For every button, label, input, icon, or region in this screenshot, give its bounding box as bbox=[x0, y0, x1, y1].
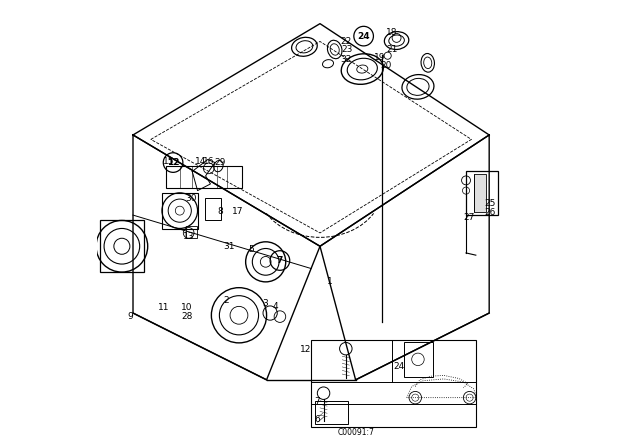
Text: 29: 29 bbox=[214, 158, 225, 167]
Text: 11: 11 bbox=[157, 303, 169, 312]
Text: 6: 6 bbox=[315, 414, 321, 423]
Text: 18: 18 bbox=[386, 28, 397, 37]
Text: 14: 14 bbox=[195, 157, 207, 166]
Text: 15: 15 bbox=[163, 157, 175, 166]
Text: 16: 16 bbox=[204, 157, 215, 166]
Text: C00091:7: C00091:7 bbox=[337, 428, 374, 437]
Text: 20: 20 bbox=[380, 60, 392, 69]
Text: 26: 26 bbox=[484, 208, 496, 217]
Text: 7: 7 bbox=[315, 396, 321, 406]
Text: 30: 30 bbox=[186, 194, 197, 202]
Text: 32: 32 bbox=[340, 55, 352, 64]
Text: 21: 21 bbox=[386, 45, 397, 54]
Text: 28: 28 bbox=[181, 312, 193, 321]
Text: 24: 24 bbox=[394, 362, 404, 371]
Text: 23: 23 bbox=[341, 45, 353, 54]
Text: 22: 22 bbox=[340, 37, 352, 46]
Text: 25: 25 bbox=[484, 199, 496, 208]
Text: 7: 7 bbox=[276, 256, 283, 265]
Text: 10: 10 bbox=[181, 303, 193, 312]
Text: 12: 12 bbox=[167, 158, 179, 167]
Text: 13: 13 bbox=[183, 232, 195, 241]
FancyBboxPatch shape bbox=[474, 174, 486, 212]
Text: 31: 31 bbox=[223, 242, 234, 251]
Text: 24: 24 bbox=[357, 32, 370, 41]
Text: 19: 19 bbox=[374, 52, 386, 61]
Text: 5: 5 bbox=[248, 246, 253, 254]
Text: 17: 17 bbox=[232, 207, 243, 216]
Text: 12: 12 bbox=[300, 345, 311, 354]
Text: 2: 2 bbox=[223, 296, 228, 305]
Text: 27: 27 bbox=[463, 213, 475, 222]
Text: 8: 8 bbox=[218, 207, 223, 216]
Text: 1: 1 bbox=[326, 277, 332, 286]
Text: 9: 9 bbox=[127, 312, 133, 321]
Text: 4: 4 bbox=[273, 302, 278, 311]
Text: 3: 3 bbox=[262, 299, 268, 308]
